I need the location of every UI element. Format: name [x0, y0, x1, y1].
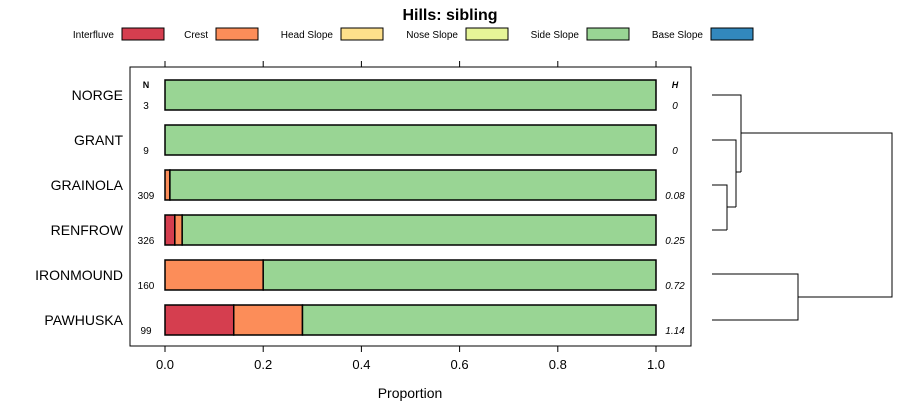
soil-name: GRANT: [74, 132, 123, 148]
legend-label: Side Slope: [531, 30, 580, 41]
n-value: 99: [140, 326, 152, 337]
legend-label: Base Slope: [652, 30, 704, 41]
bar-segment: [164, 259, 264, 291]
soil-name: NORGE: [72, 87, 123, 103]
x-tick-label: 0.0: [156, 357, 174, 372]
x-tick-label: 0.2: [254, 357, 272, 372]
n-value: 3: [143, 101, 149, 112]
bar-segment: [181, 214, 657, 246]
x-tick-label: 0.4: [352, 357, 370, 372]
dendrogram-branch: [712, 94, 742, 172]
bar-row: PAWHUSKA 99 1.14: [44, 304, 685, 337]
bar-segment: [232, 304, 304, 336]
bar-row: RENFROW 326 0.25: [51, 214, 685, 247]
bar-segment: [164, 214, 176, 246]
bar-row: IRONMOUND 160 0.72: [35, 259, 685, 292]
h-value: 0: [672, 146, 678, 157]
bar-segment: [164, 304, 235, 336]
dendrogram-branch: [712, 273, 799, 321]
n-value: 9: [143, 146, 149, 157]
chart-title: Hills: sibling: [402, 7, 497, 24]
bar-row: GRAINOLA 309 0.08: [51, 169, 685, 202]
n-header: N: [143, 80, 150, 90]
legend-swatch: [710, 27, 754, 41]
h-value: 1.14: [665, 326, 685, 337]
dendrogram-branch: [712, 139, 737, 207]
bar-row: GRANT 9 0: [74, 124, 678, 157]
dendrogram-branch: [741, 132, 893, 298]
soil-name: IRONMOUND: [35, 267, 123, 283]
legend-swatch: [121, 27, 165, 41]
bar-segment: [164, 79, 657, 111]
x-axis-title: Proportion: [378, 385, 443, 401]
soil-name: PAWHUSKA: [44, 312, 123, 328]
soil-name: RENFROW: [51, 222, 124, 238]
x-axis-top-ticks: [164, 61, 657, 67]
x-tick-label: 0.6: [451, 357, 469, 372]
bar-segment: [169, 169, 657, 201]
legend-swatch: [340, 27, 384, 41]
h-value: 0: [672, 101, 678, 112]
soil-name: GRAINOLA: [51, 177, 124, 193]
bar-rows: NORGE 3 0 GRANT 9 0 GRAINOLA 309 0.08 RENFROW 326 0…: [35, 79, 685, 337]
n-value: 326: [138, 236, 155, 247]
legend-label: Crest: [184, 30, 208, 41]
legend-label: Nose Slope: [406, 30, 458, 41]
legend-label: Head Slope: [281, 30, 334, 41]
n-value: 309: [138, 191, 155, 202]
plot-panel: [129, 66, 692, 347]
h-value: 0.72: [665, 281, 685, 292]
bar-row: NORGE 3 0: [72, 79, 678, 112]
h-value: 0.25: [665, 236, 685, 247]
legend-label: Interfluve: [73, 30, 115, 41]
dendrogram-branch: [712, 184, 728, 230]
x-axis-bottom: 0.0 0.2 0.4 0.6 0.8 1.0: [156, 346, 665, 372]
legend-swatch: [465, 27, 509, 41]
bar-segment: [262, 259, 657, 291]
legend-swatch: [215, 27, 259, 41]
h-header: H: [672, 80, 679, 90]
dendrogram: [712, 94, 893, 321]
n-value: 160: [138, 281, 155, 292]
bar-segment: [164, 124, 657, 156]
legend-swatch: [586, 27, 630, 41]
x-tick-label: 1.0: [647, 357, 665, 372]
bar-segment: [174, 214, 183, 246]
legend: Interfluve Crest Head Slope Nose Slope Side …: [73, 27, 754, 41]
h-value: 0.08: [665, 191, 685, 202]
x-tick-label: 0.8: [549, 357, 567, 372]
bar-segment: [301, 304, 657, 336]
